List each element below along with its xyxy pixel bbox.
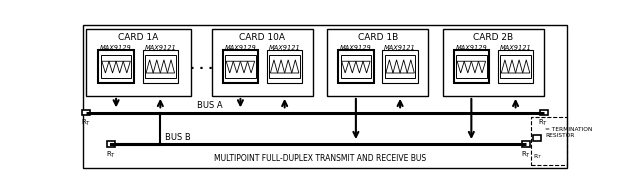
Polygon shape <box>233 61 240 73</box>
Polygon shape <box>109 61 116 73</box>
Polygon shape <box>123 61 131 73</box>
Polygon shape <box>349 61 356 73</box>
Text: MAX9121: MAX9121 <box>500 44 531 51</box>
Bar <box>443 29 543 96</box>
Text: = TERMINATION: = TERMINATION <box>545 127 592 132</box>
Polygon shape <box>270 60 278 73</box>
Text: . . .: . . . <box>190 59 212 72</box>
Bar <box>533 135 541 141</box>
Bar <box>86 29 191 96</box>
Text: CARD 1A: CARD 1A <box>119 33 158 42</box>
Polygon shape <box>240 61 247 73</box>
Bar <box>498 50 533 83</box>
Polygon shape <box>116 61 123 73</box>
Text: MAX9121: MAX9121 <box>269 44 301 51</box>
Polygon shape <box>356 61 363 73</box>
Bar <box>531 117 567 165</box>
Bar <box>500 55 531 78</box>
Polygon shape <box>285 60 292 73</box>
Bar <box>101 55 131 78</box>
Polygon shape <box>400 60 407 73</box>
Text: R$_T$: R$_T$ <box>81 118 91 128</box>
Bar <box>385 55 415 78</box>
Polygon shape <box>153 60 160 73</box>
Polygon shape <box>167 60 174 73</box>
Polygon shape <box>479 61 486 73</box>
Polygon shape <box>363 61 370 73</box>
Bar <box>225 55 256 78</box>
Text: CARD 1B: CARD 1B <box>358 33 398 42</box>
Text: MAX9121: MAX9121 <box>384 44 416 51</box>
Bar <box>212 29 313 96</box>
Text: BUS B: BUS B <box>165 133 191 142</box>
Polygon shape <box>278 60 285 73</box>
Bar <box>223 50 258 83</box>
Polygon shape <box>508 60 515 73</box>
Polygon shape <box>146 60 153 73</box>
Polygon shape <box>393 60 400 73</box>
Bar <box>382 50 418 83</box>
Polygon shape <box>342 61 349 73</box>
Bar <box>338 50 373 83</box>
Text: MAX9129: MAX9129 <box>340 44 372 51</box>
Polygon shape <box>522 60 530 73</box>
Bar <box>269 55 300 78</box>
Text: MAX9129: MAX9129 <box>100 44 132 51</box>
Polygon shape <box>160 60 167 73</box>
Polygon shape <box>471 61 479 73</box>
Bar <box>143 50 178 83</box>
Text: R$_T$: R$_T$ <box>533 152 542 161</box>
Bar <box>107 141 115 147</box>
Polygon shape <box>292 60 299 73</box>
Bar <box>456 55 486 78</box>
Text: RESISTOR: RESISTOR <box>545 133 574 138</box>
Text: BUS A: BUS A <box>197 101 223 110</box>
Text: MAX9129: MAX9129 <box>224 44 256 51</box>
Bar <box>327 29 428 96</box>
Text: MAX9121: MAX9121 <box>145 44 176 51</box>
Text: CARD 2B: CARD 2B <box>473 33 514 42</box>
Polygon shape <box>102 61 109 73</box>
Polygon shape <box>226 61 233 73</box>
Text: R$_T$: R$_T$ <box>106 150 116 160</box>
Polygon shape <box>247 61 255 73</box>
Bar <box>540 110 548 115</box>
Polygon shape <box>386 60 393 73</box>
Polygon shape <box>457 61 464 73</box>
Bar <box>145 55 176 78</box>
Text: CARD 10A: CARD 10A <box>239 33 285 42</box>
Bar <box>340 55 371 78</box>
Polygon shape <box>501 60 508 73</box>
Text: MAX9129: MAX9129 <box>455 44 487 51</box>
Polygon shape <box>515 60 522 73</box>
Polygon shape <box>407 60 415 73</box>
Bar <box>82 110 89 115</box>
Bar <box>267 50 302 83</box>
Bar <box>98 50 134 83</box>
Text: R$_T$: R$_T$ <box>538 118 548 128</box>
Polygon shape <box>464 61 471 73</box>
Text: R$_T$: R$_T$ <box>521 150 531 160</box>
Bar <box>454 50 489 83</box>
Bar <box>522 141 530 147</box>
Text: MULTIPOINT FULL-DUPLEX TRANSMIT AND RECEIVE BUS: MULTIPOINT FULL-DUPLEX TRANSMIT AND RECE… <box>214 154 426 163</box>
